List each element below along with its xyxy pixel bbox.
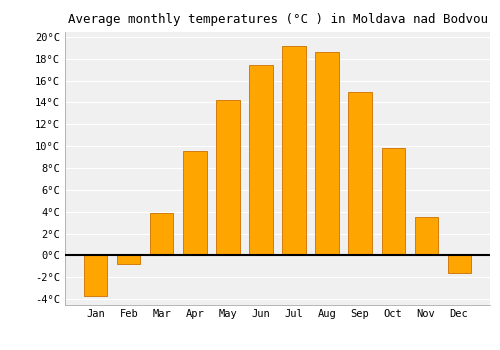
- Bar: [150, 213, 174, 255]
- Bar: [414, 217, 438, 256]
- Bar: [282, 46, 306, 256]
- Bar: [250, 65, 272, 256]
- Bar: [84, 256, 108, 296]
- Bar: [184, 150, 206, 256]
- Bar: [216, 100, 240, 256]
- Bar: [382, 148, 404, 256]
- Title: Average monthly temperatures (°C ) in Moldava nad Bodvou: Average monthly temperatures (°C ) in Mo…: [68, 13, 488, 26]
- Bar: [118, 256, 141, 264]
- Bar: [448, 256, 470, 273]
- Bar: [316, 52, 338, 256]
- Bar: [348, 92, 372, 256]
